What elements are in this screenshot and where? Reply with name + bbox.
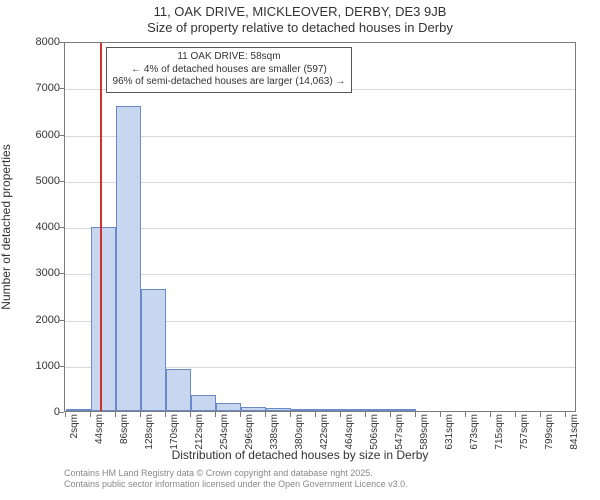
y-tick-mark <box>59 42 64 43</box>
y-gridline <box>65 182 575 183</box>
y-tick-mark <box>59 88 64 89</box>
x-tick-label: 841sqm <box>569 414 580 450</box>
y-tick-label: 4000 <box>10 221 60 233</box>
x-tick-mark <box>240 412 241 417</box>
x-tick-mark <box>440 412 441 417</box>
x-tick-label: 380sqm <box>294 414 305 450</box>
footer-line-2: Contains public sector information licen… <box>64 479 408 490</box>
property-size-histogram: 11, OAK DRIVE, MICKLEOVER, DERBY, DE3 9J… <box>0 0 600 500</box>
x-tick-mark <box>390 412 391 417</box>
y-tick-mark <box>59 320 64 321</box>
histogram-bar <box>241 407 266 411</box>
x-tick-label: 86sqm <box>119 414 130 444</box>
histogram-bar <box>166 369 191 411</box>
y-tick-mark <box>59 135 64 136</box>
x-tick-label: 757sqm <box>519 414 530 450</box>
x-tick-mark <box>490 412 491 417</box>
histogram-bar <box>316 409 341 411</box>
annotation-line-3: 96% of semi-detached houses are larger (… <box>113 76 346 89</box>
y-gridline <box>65 274 575 275</box>
histogram-bar <box>366 409 391 411</box>
chart-title-desc: Size of property relative to detached ho… <box>0 20 600 35</box>
y-tick-mark <box>59 366 64 367</box>
histogram-bar <box>141 289 166 411</box>
x-tick-label: 212sqm <box>194 414 205 450</box>
chart-title-address: 11, OAK DRIVE, MICKLEOVER, DERBY, DE3 9J… <box>0 4 600 19</box>
x-tick-mark <box>140 412 141 417</box>
x-tick-label: 170sqm <box>169 414 180 450</box>
x-tick-label: 422sqm <box>319 414 330 450</box>
x-tick-mark <box>515 412 516 417</box>
x-tick-mark <box>365 412 366 417</box>
annotation-callout: 11 OAK DRIVE: 58sqm← 4% of detached hous… <box>106 47 353 93</box>
x-tick-label: 296sqm <box>244 414 255 450</box>
y-tick-label: 2000 <box>10 314 60 326</box>
y-gridline <box>65 136 575 137</box>
x-tick-mark <box>315 412 316 417</box>
x-tick-mark <box>90 412 91 417</box>
y-tick-label: 8000 <box>10 36 60 48</box>
reference-line <box>100 43 102 411</box>
histogram-bar <box>216 403 241 411</box>
x-axis-label: Distribution of detached houses by size … <box>0 448 600 462</box>
y-tick-label: 6000 <box>10 129 60 141</box>
x-tick-mark <box>65 412 66 417</box>
y-tick-mark <box>59 227 64 228</box>
y-tick-label: 1000 <box>10 360 60 372</box>
x-tick-label: 44sqm <box>94 414 105 444</box>
y-tick-label: 0 <box>10 406 60 418</box>
x-tick-label: 715sqm <box>494 414 505 450</box>
y-tick-label: 5000 <box>10 175 60 187</box>
histogram-bar <box>341 409 366 411</box>
x-tick-label: 589sqm <box>419 414 430 450</box>
x-tick-label: 2sqm <box>69 414 80 438</box>
histogram-bar <box>391 409 416 411</box>
histogram-bar <box>66 409 91 411</box>
histogram-bar <box>266 408 291 411</box>
y-tick-label: 3000 <box>10 267 60 279</box>
x-tick-label: 464sqm <box>344 414 355 450</box>
attribution-footer: Contains HM Land Registry data © Crown c… <box>64 468 408 491</box>
x-tick-label: 128sqm <box>144 414 155 450</box>
histogram-bar <box>191 395 216 411</box>
x-tick-label: 254sqm <box>219 414 230 450</box>
y-tick-label: 7000 <box>10 82 60 94</box>
x-tick-label: 338sqm <box>269 414 280 450</box>
y-tick-mark <box>59 181 64 182</box>
x-tick-label: 506sqm <box>369 414 380 450</box>
x-tick-mark <box>215 412 216 417</box>
x-tick-mark <box>415 412 416 417</box>
x-tick-mark <box>340 412 341 417</box>
footer-line-1: Contains HM Land Registry data © Crown c… <box>64 468 408 479</box>
annotation-line-2: ← 4% of detached houses are smaller (597… <box>113 64 346 77</box>
x-tick-mark <box>290 412 291 417</box>
x-tick-mark <box>565 412 566 417</box>
x-tick-mark <box>190 412 191 417</box>
x-tick-mark <box>115 412 116 417</box>
x-tick-mark <box>465 412 466 417</box>
y-tick-mark <box>59 412 64 413</box>
y-tick-mark <box>59 273 64 274</box>
x-tick-mark <box>540 412 541 417</box>
x-tick-label: 673sqm <box>469 414 480 450</box>
x-tick-label: 799sqm <box>544 414 555 450</box>
plot-area: 11 OAK DRIVE: 58sqm← 4% of detached hous… <box>64 42 576 412</box>
x-tick-mark <box>265 412 266 417</box>
y-gridline <box>65 228 575 229</box>
x-tick-label: 631sqm <box>444 414 455 450</box>
histogram-bar <box>291 409 316 411</box>
x-tick-mark <box>165 412 166 417</box>
x-tick-label: 547sqm <box>394 414 405 450</box>
histogram-bar <box>116 106 141 411</box>
histogram-bar <box>91 227 116 411</box>
annotation-line-1: 11 OAK DRIVE: 58sqm <box>113 51 346 64</box>
